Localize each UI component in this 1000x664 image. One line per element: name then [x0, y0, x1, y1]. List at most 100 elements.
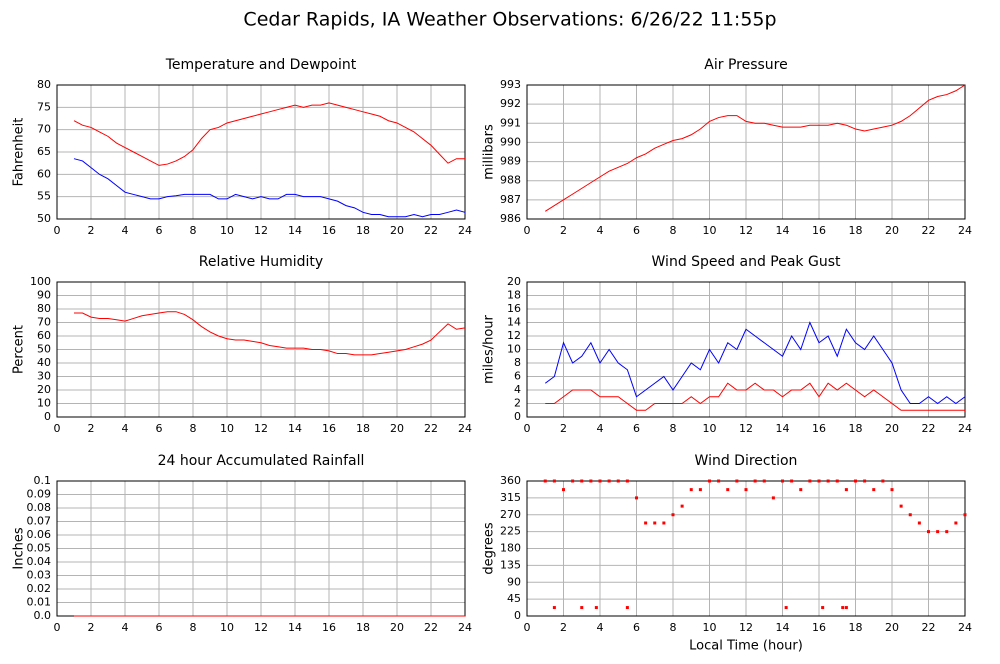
y-tick-label: 80	[37, 78, 51, 91]
y-tick-label: 20	[37, 383, 51, 396]
data-point	[698, 488, 702, 492]
y-tick-label: 100	[30, 275, 51, 288]
y-tick-label: 0.05	[27, 542, 52, 555]
y-tick-label: 75	[37, 100, 51, 113]
x-tick-label: 0	[54, 224, 61, 237]
data-point	[562, 488, 565, 492]
data-point	[863, 479, 867, 483]
data-point	[717, 479, 721, 483]
x-tick-label: 0	[54, 422, 61, 435]
y-tick-label: 90	[37, 289, 51, 302]
y-tick-label: 993	[500, 78, 521, 91]
data-point	[644, 521, 648, 525]
data-point	[927, 530, 930, 534]
y-tick-label: 0	[44, 410, 51, 423]
y-tick-label: 360	[500, 474, 521, 487]
data-point	[854, 479, 857, 483]
x-tick-label: 14	[776, 422, 790, 435]
x-tick-label: 22	[424, 422, 438, 435]
data-point	[872, 488, 876, 492]
x-tick-label: 8	[190, 621, 197, 634]
y-tick-label: 8	[514, 356, 521, 369]
y-tick-label: 0.02	[27, 582, 52, 595]
y-tick-label: 12	[507, 329, 521, 342]
data-line	[73, 102, 465, 166]
x-tick-label: 18	[356, 224, 370, 237]
x-tick-label: 24	[958, 224, 972, 237]
y-tick-label: 80	[37, 302, 51, 315]
x-tick-label: 10	[220, 224, 234, 237]
x-tick-label: 2	[560, 621, 567, 634]
data-point	[790, 479, 794, 483]
y-tick-label: 992	[500, 97, 521, 110]
x-tick-label: 14	[776, 621, 790, 634]
data-point	[580, 606, 584, 610]
x-tick-label: 8	[190, 422, 197, 435]
data-point	[945, 530, 949, 534]
data-point	[635, 496, 638, 500]
y-axis-label: Fahrenheit	[12, 118, 27, 187]
y-tick-label: 6	[514, 370, 521, 383]
y-tick-label: 0.04	[27, 555, 52, 568]
y-tick-label: 0.1	[34, 474, 52, 487]
x-tick-label: 16	[322, 422, 336, 435]
x-tick-label: 0	[524, 422, 531, 435]
data-point	[899, 504, 903, 508]
data-point	[680, 504, 684, 508]
x-tick-label: 6	[156, 422, 163, 435]
x-tick-label: 10	[220, 422, 234, 435]
y-tick-label: 315	[500, 491, 521, 504]
data-point	[908, 513, 912, 517]
x-tick-label: 6	[633, 422, 640, 435]
data-point	[552, 479, 556, 483]
x-tick-label: 24	[958, 422, 972, 435]
y-tick-label: 16	[507, 302, 521, 315]
x-tick-label: 20	[885, 224, 899, 237]
x-tick-label: 14	[288, 422, 302, 435]
x-tick-label: 6	[156, 621, 163, 634]
x-tick-label: 16	[812, 621, 826, 634]
y-tick-label: 70	[37, 316, 51, 329]
y-tick-label: 60	[37, 329, 51, 342]
data-point	[753, 479, 757, 483]
x-tick-label: 18	[849, 224, 863, 237]
plot-frame	[526, 480, 966, 617]
x-tick-label: 4	[122, 621, 129, 634]
y-tick-label: 225	[500, 525, 521, 538]
data-point	[616, 479, 620, 483]
x-tick-label: 14	[288, 621, 302, 634]
x-tick-label: 12	[254, 422, 268, 435]
data-line	[544, 321, 966, 405]
data-point	[817, 479, 821, 483]
data-point	[844, 606, 848, 610]
data-point	[881, 479, 885, 483]
y-tick-label: 0.01	[27, 596, 52, 609]
x-axis-label: Local Time (hour)	[689, 639, 803, 654]
chart-title: Wind Speed and Peak Gust	[652, 254, 841, 270]
x-tick-label: 4	[122, 224, 129, 237]
data-point	[784, 606, 788, 610]
data-point	[835, 479, 839, 483]
data-line	[74, 311, 466, 356]
data-point	[735, 479, 739, 483]
y-tick-label: 60	[37, 167, 51, 180]
y-tick-label: 989	[500, 155, 521, 168]
y-tick-label: 10	[37, 397, 51, 410]
x-tick-label: 14	[776, 224, 790, 237]
chart-title: Air Pressure	[704, 57, 787, 73]
chart-title: Wind Direction	[695, 453, 798, 469]
y-tick-label: 65	[37, 145, 51, 158]
x-tick-label: 4	[597, 422, 604, 435]
y-tick-label: 0	[514, 410, 521, 423]
data-point	[580, 479, 584, 483]
plot-frame	[56, 281, 466, 418]
y-tick-label: 40	[37, 356, 51, 369]
x-tick-label: 22	[922, 224, 936, 237]
x-tick-label: 16	[812, 422, 826, 435]
x-tick-label: 22	[424, 224, 438, 237]
x-tick-label: 18	[356, 621, 370, 634]
data-point	[781, 479, 784, 483]
x-tick-label: 22	[922, 422, 936, 435]
data-point	[917, 521, 921, 525]
